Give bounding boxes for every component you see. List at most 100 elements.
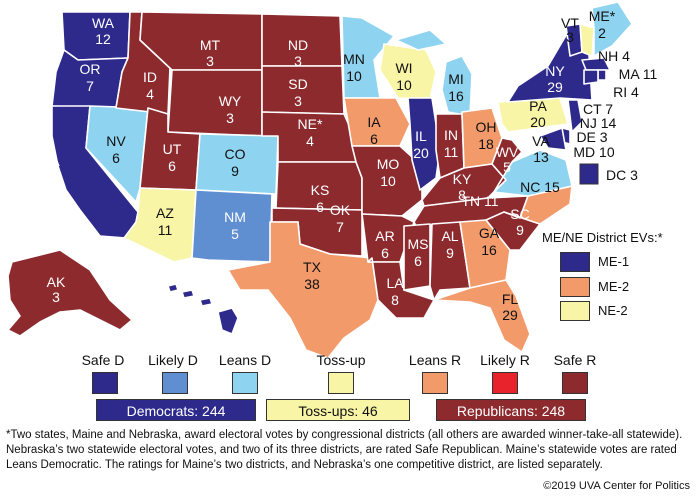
state-me [591,1,633,57]
state-ga [459,219,511,289]
state-ma [581,57,611,71]
state-ev-in: 11 [444,144,459,160]
state-ev-ny: 29 [547,79,563,95]
state-ev-vt: 3 [566,29,574,45]
state-label-dc: DC 3 [606,167,638,183]
state-ev-ca: 55 [42,169,58,185]
district-ne2-label: NE-2 [598,303,628,318]
state-label-nv: NV [106,133,126,149]
key-swatch-safe-r [562,372,588,394]
state-ev-nm: 5 [231,226,239,242]
state-ev-ar: 6 [381,245,389,261]
state-ev-sd: 3 [294,93,302,109]
state-il [407,97,441,191]
state-label-tx: TX [303,259,322,275]
state-label-sc: SC [510,206,529,222]
state-label-oh: OH [476,119,497,135]
key-label-tossup: Toss-up [316,352,366,368]
key-label-leans-d: Leans D [218,352,272,368]
key-label-likely-r: Likely R [480,352,530,368]
state-nm [191,189,273,263]
state-label-wi: WI [395,60,412,76]
state-label-nd: ND [288,37,308,53]
state-label-or: OR [80,61,101,77]
total-tossups: Toss-ups: 46 [266,399,410,421]
district-legend-ne2: NE-2 [560,301,680,321]
state-ev-ks: 6 [316,199,324,215]
state-ev-ga: 16 [481,242,497,258]
credit: ©2019 UVA Center for Politics [543,480,690,492]
state-ev-tx: 38 [304,276,320,292]
district-ne2-swatch [560,301,590,321]
state-ev-nv: 6 [112,150,120,166]
state-label-ky: KY [453,171,472,187]
district-me1-swatch [560,252,590,272]
state-ev-oh: 18 [478,136,494,152]
state-tx [227,221,379,359]
state-ev-ok: 7 [336,219,344,235]
state-label-id: ID [143,69,157,85]
key-swatch-safe-d [92,372,118,394]
state-ev-ky: 8 [458,187,466,203]
state-wy [167,69,263,137]
state-ev-hi: 4 [199,328,207,344]
district-me1-label: ME-1 [598,254,630,269]
state-label-tn: TN 11 [461,193,498,209]
key-label-likely-d: Likely D [148,352,198,368]
state-ev-wa: 12 [95,31,111,47]
state-label-nj: NJ 14 [580,115,617,131]
district-me2-label: ME-2 [598,279,630,294]
state-label-az: AZ [156,205,174,221]
state-sc [485,211,541,251]
state-ev-co: 9 [231,163,239,179]
state-ev-pa: 20 [530,114,546,130]
state-label-in: IN [444,127,458,143]
state-label-il: IL [415,128,427,144]
state-dc [579,163,599,185]
total-democrats: Democrats: 244 [96,399,256,421]
state-label-va: VA [532,133,550,149]
state-label-wa: WA [92,15,115,31]
state-label-md: MD 10 [573,144,614,160]
key-swatch-leans-r [422,372,448,394]
state-ev-mi: 16 [448,88,464,104]
key-label-leans-r: Leans R [408,352,462,368]
state-label-al: AL [441,228,458,244]
state-ev-az: 11 [158,222,173,238]
state-label-ct: CT 7 [583,101,613,117]
state-ev-fl: 29 [502,307,518,323]
state-label-hi: HI [196,311,210,327]
state-label-sd: SD [288,76,307,92]
state-ev-sc: 9 [516,222,524,238]
state-ev-ne: 4 [306,133,314,149]
state-ev-wy: 3 [226,110,234,126]
state-label-mi: MI [448,71,464,87]
state-label-wv: WV [496,144,519,160]
state-label-ca: CA [40,153,60,169]
state-label-wy: WY [219,93,242,109]
key-label-safe-r: Safe R [553,352,597,368]
state-label-ak: AK [47,274,66,290]
state-label-fl: FL [502,291,519,307]
key-label-safe-d: Safe D [81,352,125,368]
footnote: *Two states, Maine and Nebraska, award e… [6,429,683,471]
state-label-ia: IA [367,114,381,130]
state-label-pa: PA [529,98,547,114]
state-ev-la: 8 [391,292,399,308]
state-label-nm: NM [224,209,246,225]
state-label-ga: GA [479,225,500,241]
state-md [539,127,567,151]
state-ev-ak: 3 [52,289,60,305]
state-label-de: DE 3 [576,129,607,145]
state-label-ks: KS [311,182,330,198]
district-legend-me1: ME-1 [560,252,680,272]
state-label-ri: RI 4 [613,84,639,100]
state-ev-mn: 10 [346,68,362,84]
state-la [367,257,435,319]
state-nj [567,99,583,133]
state-ev-ms: 6 [414,253,422,269]
state-label-ny: NY [545,63,565,79]
district-legend-me2: ME-2 [560,277,680,297]
state-ev-me: 2 [598,25,606,41]
state-ev-ia: 6 [370,131,378,147]
